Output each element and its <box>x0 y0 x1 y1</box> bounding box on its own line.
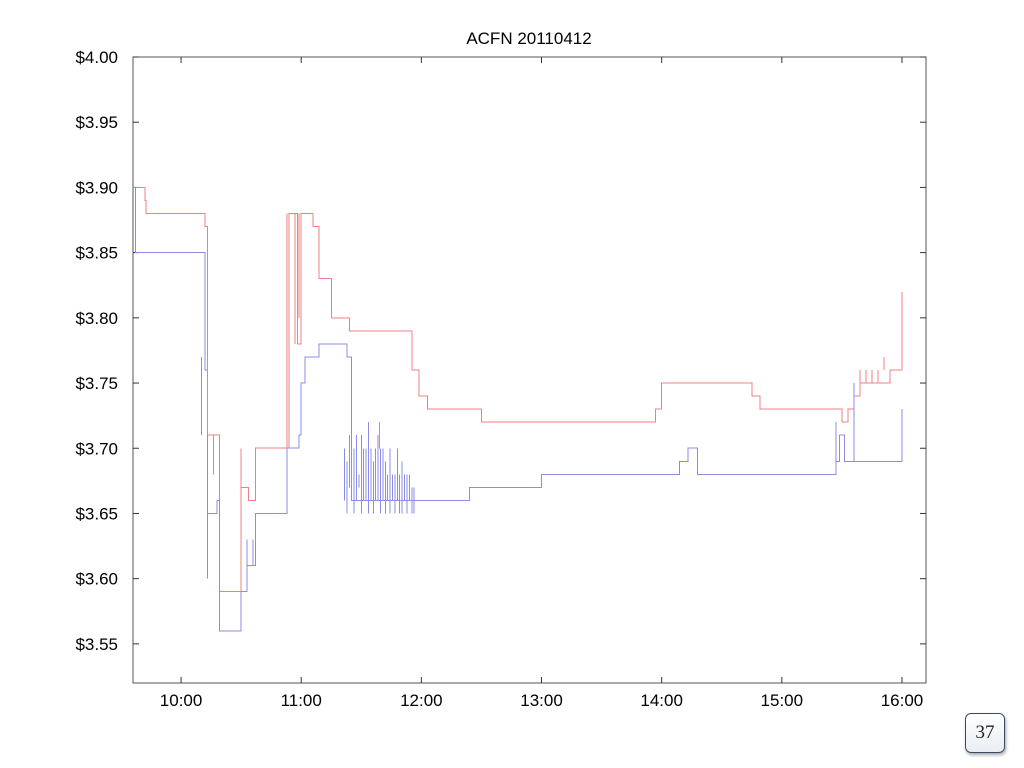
x-axis: 10:00 11:00 12:00 13:00 14:00 15:00 16:00 <box>160 57 923 710</box>
x-tick-label: 11:00 <box>281 691 322 710</box>
plot-frame <box>132 56 927 684</box>
y-tick-label: $3.80 <box>75 309 118 328</box>
chart-title: ACFN 20110412 <box>466 29 591 48</box>
y-tick-label: $3.95 <box>75 113 118 132</box>
y-tick-label: $3.70 <box>75 439 118 458</box>
x-tick-label: 16:00 <box>881 691 924 710</box>
y-tick-label: $3.55 <box>75 635 118 654</box>
page-number-badge: 37 <box>965 713 1005 753</box>
x-tick-label: 15:00 <box>761 691 804 710</box>
x-tick-label: 10:00 <box>160 691 203 710</box>
y-tick-label: $3.65 <box>75 504 118 523</box>
y-tick-label: $4.00 <box>75 48 118 67</box>
x-tick-label: 12:00 <box>400 691 443 710</box>
y-tick-label: $3.90 <box>75 178 118 197</box>
x-tick-label: 14:00 <box>640 691 683 710</box>
x-tick-label: 13:00 <box>520 691 563 710</box>
y-tick-label: $3.60 <box>75 570 118 589</box>
series-line-0 <box>133 186 903 593</box>
y-axis: $4.00 $3.95 $3.90 $3.85 $3.80 $3.75 $3.70 $3.65… <box>75 48 926 654</box>
y-tick-label: $3.75 <box>75 374 118 393</box>
price-series <box>133 186 903 632</box>
y-tick-label: $3.85 <box>75 244 118 263</box>
series-line-1 <box>133 186 903 632</box>
